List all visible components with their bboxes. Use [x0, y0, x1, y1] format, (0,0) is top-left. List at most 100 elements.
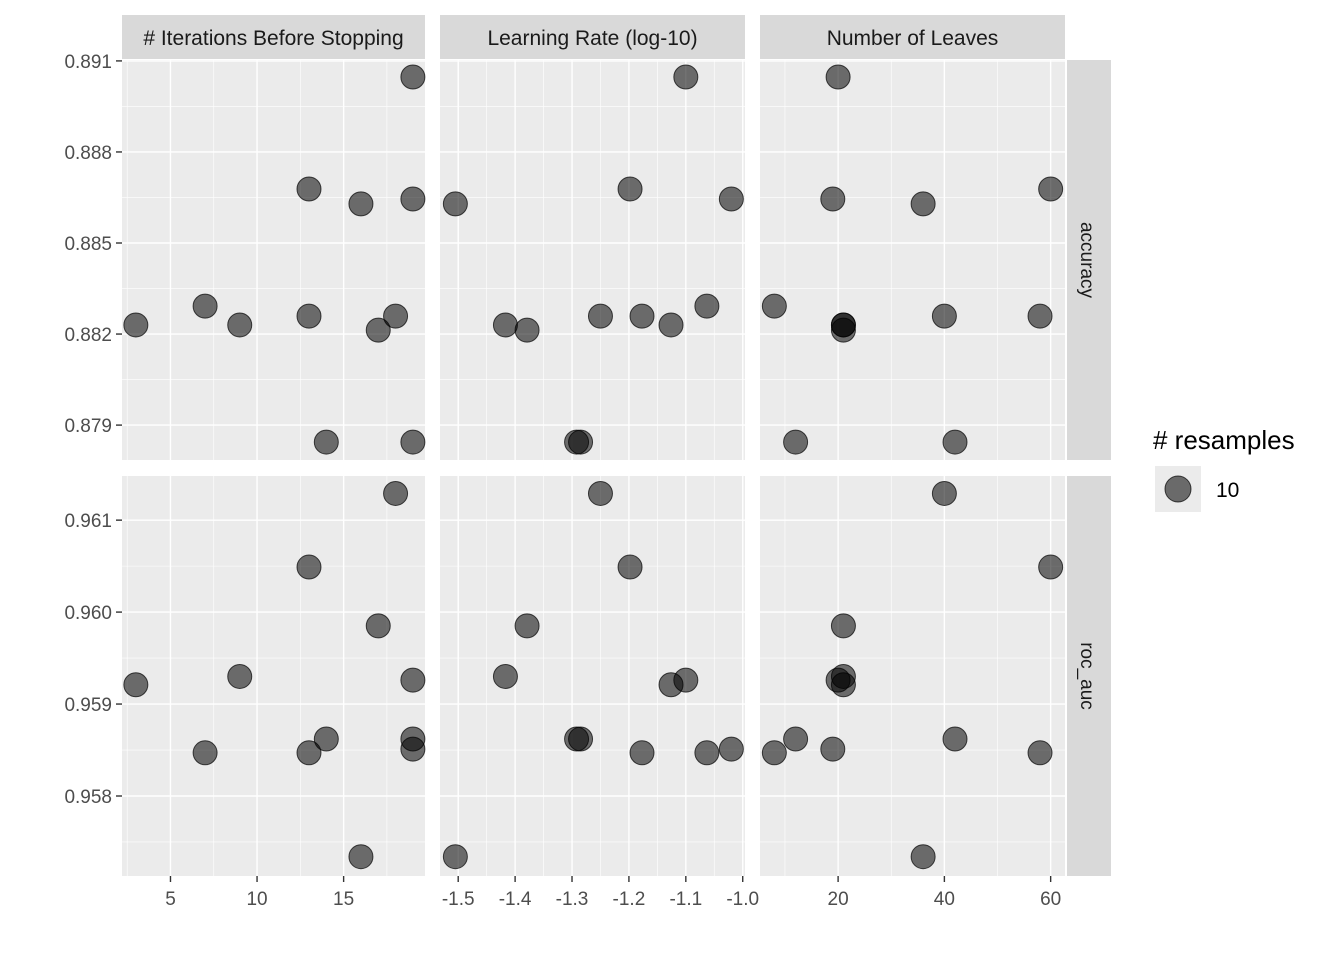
- x-tick-label: 20: [828, 889, 849, 910]
- data-point: [514, 613, 540, 639]
- data-point: [442, 844, 468, 870]
- row-strip-label: roc_auc: [1076, 642, 1097, 710]
- column-strip-label: # Iterations Before Stopping: [143, 27, 403, 50]
- column-strip-label: Learning Rate (log-10): [487, 27, 697, 50]
- x-tick-label: 10: [246, 889, 267, 910]
- data-point: [313, 429, 339, 455]
- data-point: [296, 303, 322, 329]
- row-strip: [1067, 476, 1111, 876]
- legend-title: # resamples: [1153, 425, 1295, 455]
- data-point: [617, 176, 643, 202]
- data-point: [673, 667, 699, 693]
- x-tick-label: -1.2: [613, 889, 646, 910]
- data-point: [227, 663, 253, 689]
- data-point: [830, 613, 856, 639]
- x-tick-label: 15: [333, 889, 354, 910]
- data-point: [825, 667, 851, 693]
- column-strip: [122, 15, 425, 59]
- data-point: [400, 64, 426, 90]
- data-point: [910, 191, 936, 217]
- data-point: [629, 303, 655, 329]
- data-point: [296, 740, 322, 766]
- data-point: [400, 667, 426, 693]
- data-point: [910, 844, 936, 870]
- data-point: [825, 64, 851, 90]
- data-point: [365, 613, 391, 639]
- x-tick-label: -1.3: [556, 889, 589, 910]
- column-strip: [760, 15, 1065, 59]
- y-tick-label: 0.960: [64, 603, 112, 624]
- y-tick-label: 0.891: [64, 52, 112, 73]
- data-point: [931, 480, 957, 506]
- data-point: [820, 736, 846, 762]
- y-tick-label: 0.885: [64, 234, 112, 255]
- data-point: [442, 191, 468, 217]
- panel-background: [760, 60, 1065, 460]
- data-point: [400, 186, 426, 212]
- data-point: [568, 429, 594, 455]
- data-point: [1038, 554, 1064, 580]
- y-tick-label: 0.888: [64, 143, 112, 164]
- data-point: [629, 740, 655, 766]
- row-strip-label: accuracy: [1076, 222, 1097, 299]
- x-tick-label: 5: [165, 889, 176, 910]
- data-point: [617, 554, 643, 580]
- data-point: [783, 726, 809, 752]
- x-tick-label: -1.5: [442, 889, 475, 910]
- legend-entry-label: 10: [1216, 479, 1239, 502]
- data-point: [942, 726, 968, 752]
- data-point: [123, 672, 149, 698]
- data-point: [587, 480, 613, 506]
- data-point: [820, 186, 846, 212]
- data-point: [694, 293, 720, 319]
- data-point: [568, 726, 594, 752]
- y-tick-label: 0.879: [64, 416, 112, 437]
- data-point: [383, 303, 409, 329]
- panel-background: [440, 60, 745, 460]
- data-point: [192, 740, 218, 766]
- data-point: [694, 740, 720, 766]
- data-point: [492, 312, 518, 338]
- data-point: [383, 480, 409, 506]
- data-point: [492, 663, 518, 689]
- data-point: [1027, 303, 1053, 329]
- data-point: [400, 736, 426, 762]
- panel-background: [122, 60, 425, 460]
- data-point: [123, 312, 149, 338]
- column-strip-label: Number of Leaves: [827, 27, 999, 50]
- data-point: [348, 844, 374, 870]
- data-point: [313, 726, 339, 752]
- data-point: [227, 312, 253, 338]
- data-point: [761, 740, 787, 766]
- x-tick-label: -1.0: [726, 889, 759, 910]
- data-point: [514, 317, 540, 343]
- x-tick-label: 60: [1040, 889, 1061, 910]
- y-tick-label: 0.961: [64, 511, 112, 532]
- panel-background: [122, 476, 425, 876]
- y-tick-label: 0.958: [64, 787, 112, 808]
- column-strip: [440, 15, 745, 59]
- legend-point: [1164, 475, 1192, 503]
- y-tick-label: 0.959: [64, 695, 112, 716]
- panel-background: [440, 476, 745, 876]
- data-point: [830, 312, 856, 338]
- y-tick-label: 0.882: [64, 325, 112, 346]
- x-tick-label: -1.4: [499, 889, 532, 910]
- data-point: [400, 429, 426, 455]
- data-point: [348, 191, 374, 217]
- data-point: [296, 176, 322, 202]
- data-point: [296, 554, 322, 580]
- data-point: [658, 312, 684, 338]
- data-point: [1027, 740, 1053, 766]
- row-strip: [1067, 60, 1111, 460]
- data-point: [718, 736, 744, 762]
- data-point: [365, 317, 391, 343]
- data-point: [783, 429, 809, 455]
- x-tick-label: -1.1: [669, 889, 702, 910]
- x-tick-label: 40: [934, 889, 955, 910]
- data-point: [761, 293, 787, 319]
- panel-background: [760, 476, 1065, 876]
- data-point: [673, 64, 699, 90]
- data-point: [718, 186, 744, 212]
